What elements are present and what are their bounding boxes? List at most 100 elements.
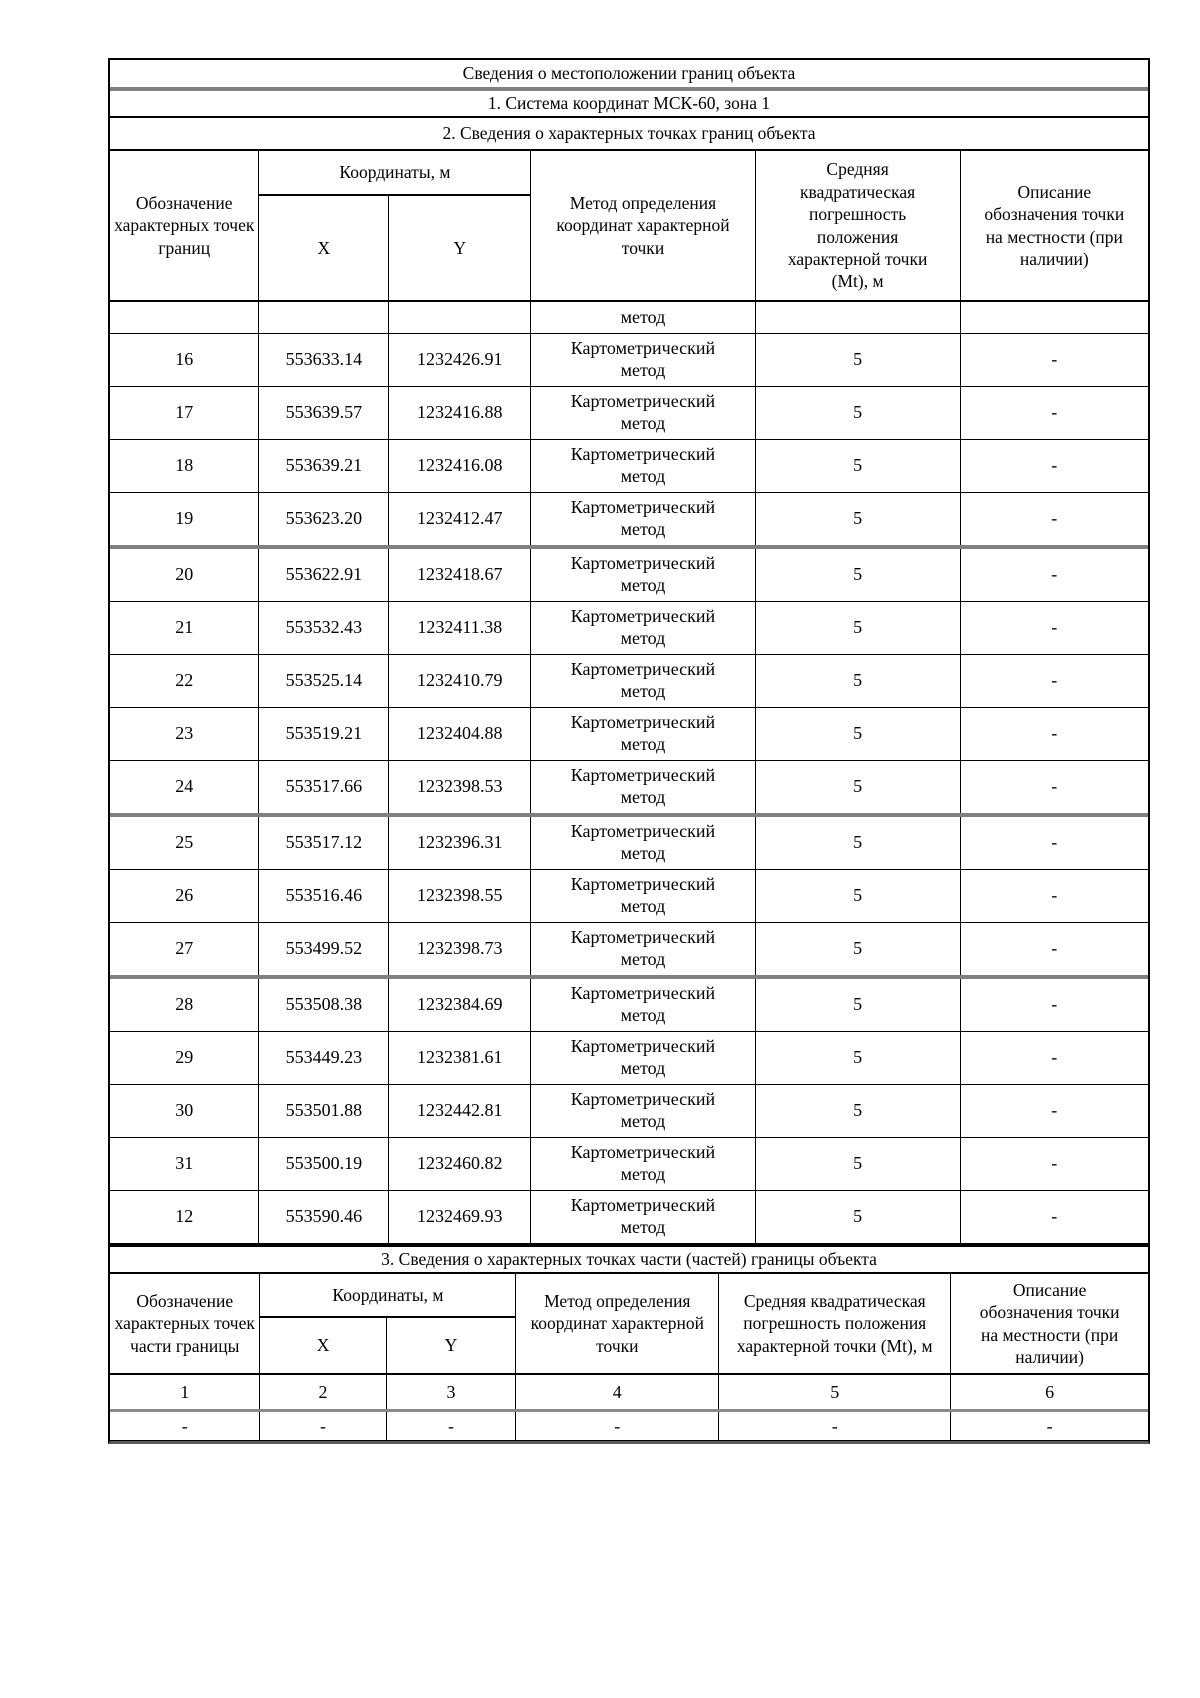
point-number-cell: 20 <box>110 545 260 602</box>
table-row: 29 553449.23 1232381.61 Картометрический… <box>110 1031 1148 1085</box>
point-number-cell: 26 <box>110 869 260 923</box>
column-numbers-row: 1 2 3 4 5 6 <box>110 1373 1148 1411</box>
description-cell: - <box>959 545 1148 602</box>
error-cell: 5 <box>754 439 961 493</box>
method-cell: Картометрический метод <box>530 386 756 440</box>
point-number-cell: 31 <box>110 1137 260 1191</box>
y-cell: 1232410.79 <box>388 654 532 708</box>
col-header-description: Описание обозначения точки на местности … <box>959 151 1148 302</box>
x-cell <box>258 300 390 334</box>
col-header-y: Y <box>388 194 531 302</box>
method-cell: Картометрический метод <box>530 545 756 602</box>
boundary-parts-table: Обозначение характерных точек части гран… <box>110 1274 1148 1441</box>
col-header-error: Средняя квадратическая погрешность полож… <box>754 151 961 302</box>
column-number-cell: 1 <box>110 1373 261 1411</box>
method-cell: метод <box>530 300 756 334</box>
continuation-row: метод <box>110 300 1148 334</box>
y-cell: 1232442.81 <box>388 1084 532 1138</box>
point-number-cell: 22 <box>110 654 260 708</box>
col-header-error: Средняя квадратическая погрешность полож… <box>718 1274 952 1375</box>
point-number-cell: 27 <box>110 922 260 978</box>
point-number-cell: 30 <box>110 1084 260 1138</box>
error-cell: 5 <box>754 707 961 761</box>
method-cell: Картометрический метод <box>530 492 756 548</box>
document-title: Сведения о местоположении границ объекта <box>110 60 1148 91</box>
description-cell: - <box>959 975 1148 1032</box>
y-cell: 1232412.47 <box>388 492 532 548</box>
point-number-cell: 19 <box>110 492 260 548</box>
empty-cell: - <box>718 1409 952 1441</box>
y-cell: 1232398.55 <box>388 869 532 923</box>
col-header-description: Описание обозначения точки на местности … <box>950 1274 1148 1375</box>
column-number-cell: 6 <box>950 1373 1148 1411</box>
error-cell: 5 <box>754 492 961 548</box>
x-cell: 553532.43 <box>258 601 390 655</box>
error-cell: 5 <box>754 1084 961 1138</box>
table-row: 23 553519.21 1232404.88 Картометрический… <box>110 707 1148 761</box>
empty-cell: - <box>385 1409 517 1441</box>
column-number-cell: 4 <box>515 1373 720 1411</box>
x-cell: 553519.21 <box>258 707 390 761</box>
error-cell: 5 <box>754 975 961 1032</box>
point-number-cell: 23 <box>110 707 260 761</box>
x-cell: 553623.20 <box>258 492 390 548</box>
y-cell: 1232398.73 <box>388 922 532 978</box>
col-header-coordinates-group: Координаты, м <box>259 1274 517 1318</box>
y-cell: 1232396.31 <box>388 813 532 870</box>
section2-title: 2. Сведения о характерных точках границ … <box>110 118 1148 151</box>
x-cell: 553499.52 <box>258 922 390 978</box>
description-cell: - <box>959 1137 1148 1191</box>
table-row: 30 553501.88 1232442.81 Картометрический… <box>110 1084 1148 1138</box>
y-cell: 1232460.82 <box>388 1137 532 1191</box>
table-row: 25 553517.12 1232396.31 Картометрический… <box>110 813 1148 870</box>
y-cell: 1232381.61 <box>388 1031 532 1085</box>
error-cell: 5 <box>754 601 961 655</box>
error-cell: 5 <box>754 922 961 978</box>
x-cell: 553639.57 <box>258 386 390 440</box>
col-header-method: Метод определения координат характерной … <box>530 151 756 302</box>
y-cell: 1232384.69 <box>388 975 532 1032</box>
description-cell: - <box>959 386 1148 440</box>
y-cell: 1232398.53 <box>388 760 532 816</box>
description-cell: - <box>959 601 1148 655</box>
table-row: 28 553508.38 1232384.69 Картометрический… <box>110 975 1148 1032</box>
table-row: 18 553639.21 1232416.08 Картометрический… <box>110 439 1148 493</box>
x-cell: 553500.19 <box>258 1137 390 1191</box>
error-cell: 5 <box>754 813 961 870</box>
error-cell: 5 <box>754 760 961 816</box>
empty-cell: - <box>110 1409 261 1441</box>
col-header-x: X <box>259 1316 387 1375</box>
y-cell: 1232418.67 <box>388 545 532 602</box>
description-cell: - <box>959 333 1148 387</box>
error-cell: 5 <box>754 333 961 387</box>
method-cell: Картометрический метод <box>530 439 756 493</box>
error-cell: 5 <box>754 545 961 602</box>
method-cell: Картометрический метод <box>530 1190 756 1244</box>
x-cell: 553639.21 <box>258 439 390 493</box>
point-number-cell <box>110 300 260 334</box>
x-cell: 553590.46 <box>258 1190 390 1244</box>
empty-values-row: - - - - - - <box>110 1409 1148 1441</box>
col-header-x: X <box>258 194 390 302</box>
description-cell: - <box>959 492 1148 548</box>
point-number-cell: 17 <box>110 386 260 440</box>
x-cell: 553633.14 <box>258 333 390 387</box>
error-cell: 5 <box>754 1190 961 1244</box>
description-cell: - <box>959 1031 1148 1085</box>
point-number-cell: 12 <box>110 1190 260 1244</box>
empty-cell: - <box>515 1409 720 1441</box>
y-cell: 1232416.88 <box>388 386 532 440</box>
col-header-coordinates-group: Координаты, м <box>258 151 532 196</box>
boundary-points-table: Обозначение характерных точек границ Коо… <box>110 151 1148 1244</box>
point-number-cell: 24 <box>110 760 260 816</box>
x-cell: 553525.14 <box>258 654 390 708</box>
y-cell: 1232404.88 <box>388 707 532 761</box>
section1-coordinate-system: 1. Система координат МСК-60, зона 1 <box>110 91 1148 118</box>
method-cell: Картометрический метод <box>530 1084 756 1138</box>
table-row: 22 553525.14 1232410.79 Картометрический… <box>110 654 1148 708</box>
error-cell <box>754 300 961 334</box>
col-header-method: Метод определения координат характерной … <box>515 1274 720 1375</box>
table-row: 19 553623.20 1232412.47 Картометрический… <box>110 492 1148 548</box>
column-number-cell: 5 <box>718 1373 952 1411</box>
